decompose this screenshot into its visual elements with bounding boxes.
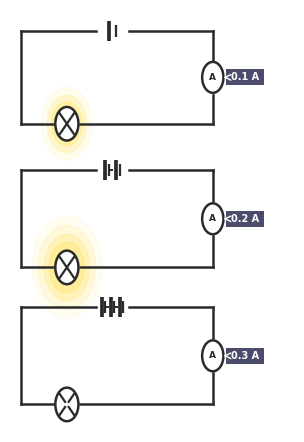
Text: 0.1 A: 0.1 A <box>231 72 259 82</box>
Circle shape <box>202 340 223 371</box>
Circle shape <box>55 388 78 421</box>
FancyBboxPatch shape <box>226 211 264 227</box>
FancyBboxPatch shape <box>226 69 264 85</box>
Text: A: A <box>209 73 216 82</box>
Text: 0.2 A: 0.2 A <box>231 214 259 224</box>
Circle shape <box>47 95 87 152</box>
Circle shape <box>55 107 78 141</box>
Circle shape <box>42 88 92 160</box>
Circle shape <box>49 242 85 293</box>
Text: A: A <box>209 214 216 223</box>
Circle shape <box>44 234 90 301</box>
Circle shape <box>55 251 78 284</box>
FancyBboxPatch shape <box>226 348 264 364</box>
Circle shape <box>38 225 96 309</box>
Circle shape <box>202 62 223 93</box>
Text: A: A <box>209 351 216 360</box>
Circle shape <box>202 203 223 234</box>
Text: 0.3 A: 0.3 A <box>231 351 259 361</box>
Circle shape <box>52 102 82 146</box>
Circle shape <box>32 217 102 318</box>
